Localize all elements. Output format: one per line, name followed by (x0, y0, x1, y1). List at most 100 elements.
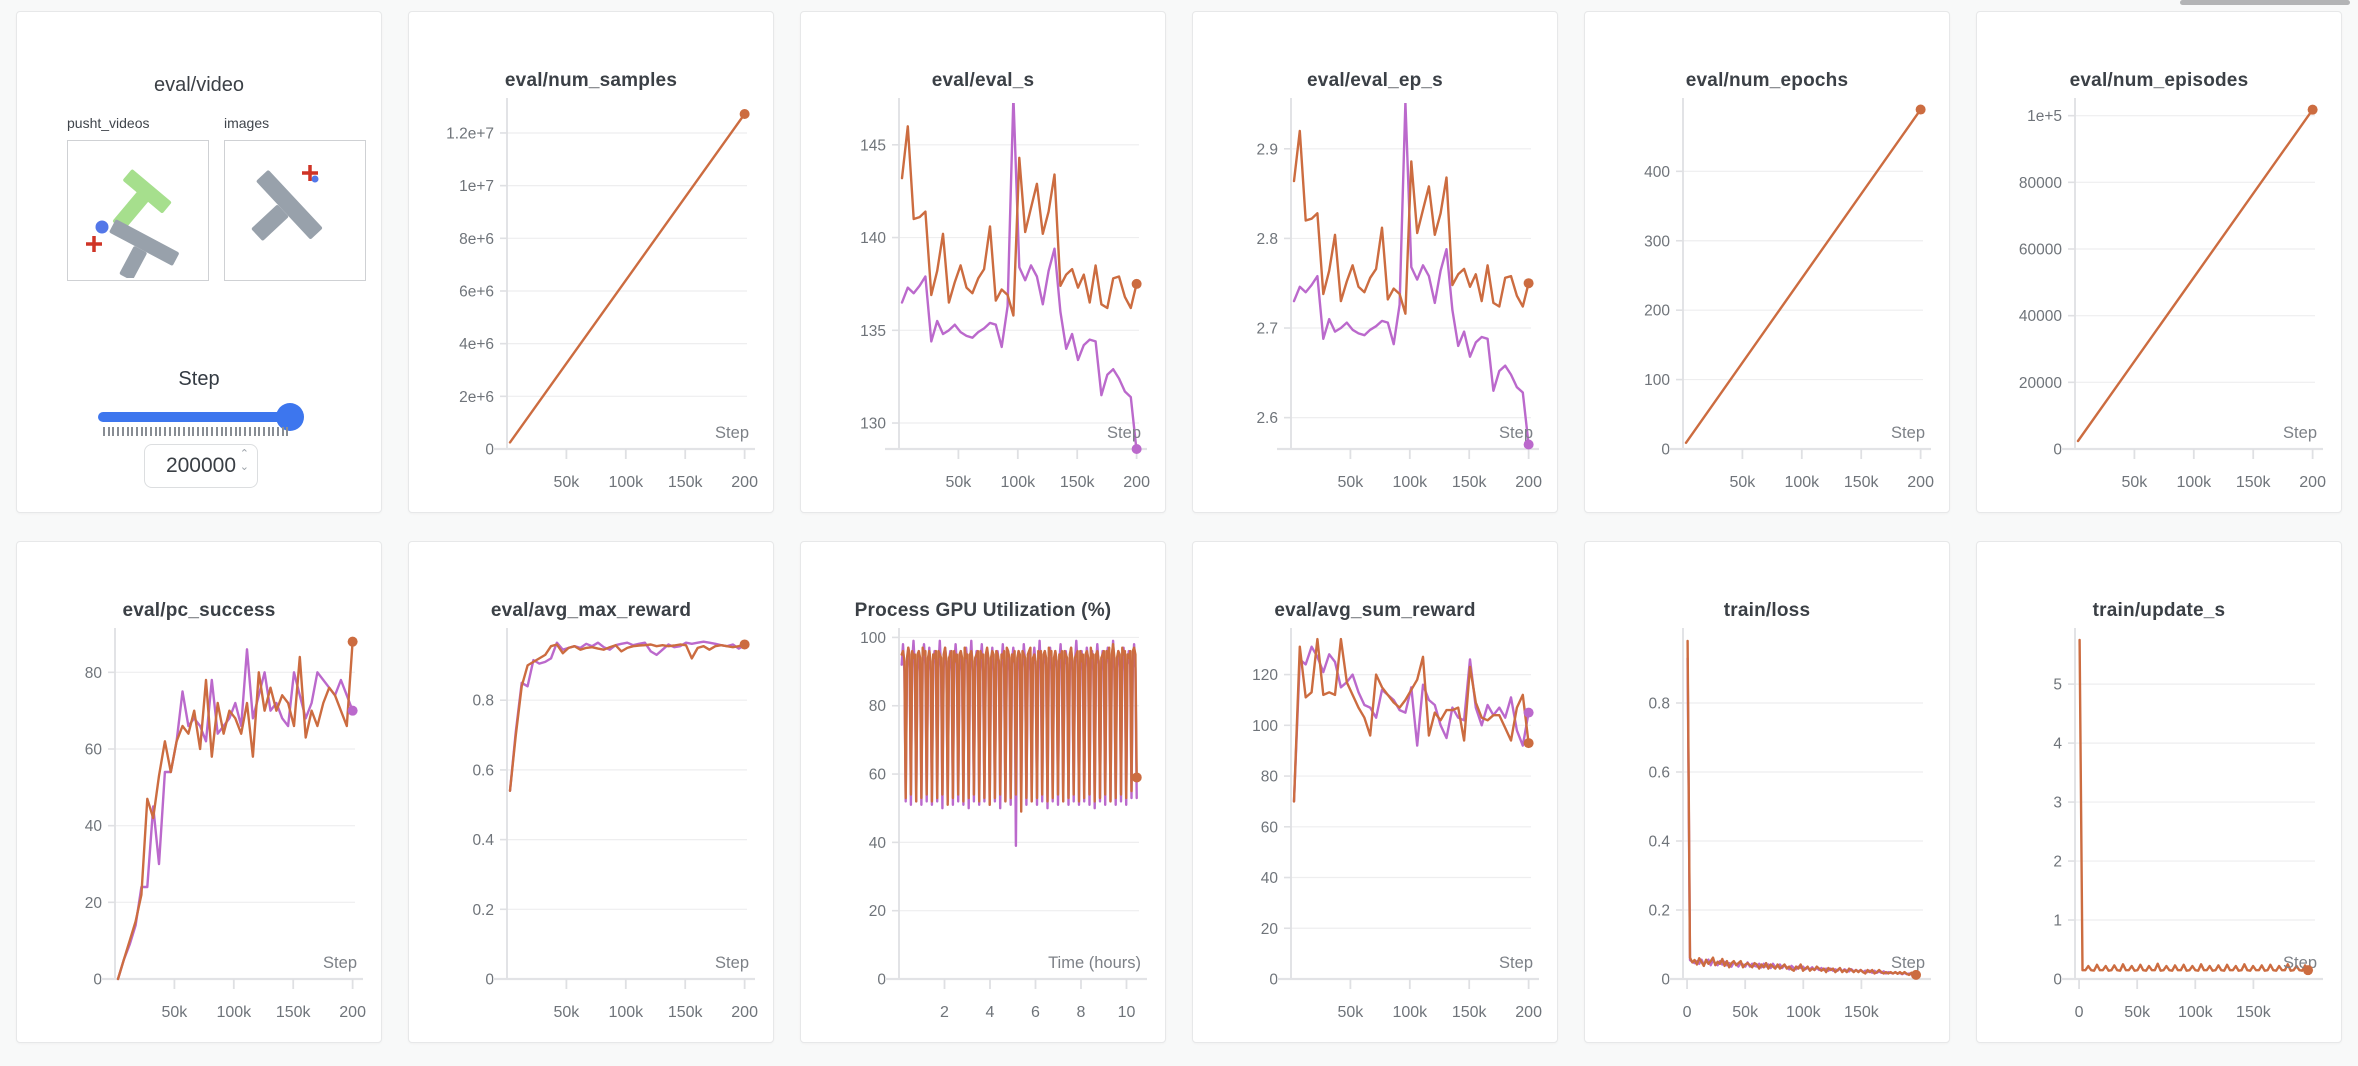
x-tick-label: 100k (608, 474, 644, 491)
x-tick-label: 200 (1515, 474, 1542, 491)
run-orange-line (900, 642, 1138, 813)
panel-eval-num_episodes[interactable]: eval/num_episodes 0 20000 40000 60000 80000 1… (1976, 11, 2342, 513)
line-chart[interactable]: 0 0.2 0.4 0.6 0.8 0 50k 100k 150k Step (1585, 542, 1951, 1044)
panel-eval-num_epochs[interactable]: eval/num_epochs 0 100 200 300 400 50k 100k 150k… (1584, 11, 1950, 513)
y-tick-label: 0.6 (472, 762, 494, 779)
line-chart[interactable]: 0 2e+6 4e+6 6e+6 8e+6 1e+7 1.2e+7 50k 100k 150k 20… (409, 12, 775, 514)
y-tick-label: 140 (860, 230, 886, 247)
y-tick-label: 1.2e+7 (446, 125, 494, 142)
step-up-icon[interactable]: ⌃ (239, 448, 249, 460)
run-purple-line (900, 103, 1138, 451)
y-tick-label: 20 (869, 903, 887, 920)
pusht-video-frame (86, 169, 179, 281)
y-tick-label: 135 (860, 323, 886, 340)
run-purple-end-dot (1523, 439, 1534, 450)
y-tick-label: 0 (1661, 442, 1670, 459)
line-chart[interactable]: 0 20 40 60 80 100 120 50k 100k 150k 200 Step (1193, 542, 1559, 1044)
image-thumbnail[interactable] (224, 140, 366, 281)
step-slider-label: Step (178, 368, 220, 390)
y-tick-label: 0 (93, 972, 102, 989)
x-tick-label: 50k (1730, 474, 1757, 491)
y-tick-label: 130 (860, 416, 886, 433)
x-tick-label: 50k (162, 1004, 189, 1021)
line-chart[interactable]: 2.6 2.7 2.8 2.9 50k 100k 150k 200 Step (1193, 12, 1559, 514)
line-chart[interactable]: 0 100 200 300 400 50k 100k 150k 200 Step (1585, 12, 1951, 514)
y-tick-label: 0 (877, 972, 886, 989)
y-tick-label: 100 (1644, 372, 1670, 389)
line-chart[interactable]: 0 20000 40000 60000 80000 1e+5 50k 100k 150k 200 S… (1977, 12, 2343, 514)
run-orange-line (508, 112, 746, 444)
step-slider-track[interactable] (98, 412, 302, 422)
run-purple-line (1292, 103, 1530, 446)
x-tick-label: 0 (2075, 1004, 2084, 1021)
x-tick-label: 200 (1515, 1004, 1542, 1021)
panel-eval-eval_ep_s[interactable]: eval/eval_ep_s 2.6 2.7 2.8 2.9 50k 100k 150k 20… (1192, 11, 1558, 513)
x-tick-label: 150k (668, 474, 704, 491)
x-axis-label: Step (1107, 424, 1141, 442)
y-tick-label: 2.9 (1256, 141, 1278, 158)
x-tick-label: 100k (1000, 474, 1036, 491)
step-slider-thumb[interactable] (276, 403, 304, 431)
run-purple-end-dot (1523, 707, 1534, 718)
agent-dot (311, 175, 319, 183)
chart-title: eval/num_samples (504, 70, 678, 91)
top-scrollbar[interactable] (2180, 0, 2350, 5)
panel-eval-video[interactable]: eval/video pusht_videos images (16, 11, 382, 513)
run-orange-end-dot (2307, 104, 2318, 115)
green-tee-shape (113, 169, 172, 231)
chart-title: eval/avg_max_reward (490, 600, 692, 621)
x-axis-label: Step (1499, 954, 1533, 972)
step-value: 200000 (165, 454, 237, 477)
run-purple-end-dot (347, 705, 358, 716)
video-caption: pusht_videos (67, 115, 150, 131)
x-tick-label: 100k (1784, 474, 1820, 491)
y-tick-label: 2.6 (1256, 410, 1278, 427)
panel-eval-pc_success[interactable]: eval/pc_success 0 20 40 60 80 50k 100k 150k 200 S… (16, 541, 382, 1043)
step-number-input[interactable]: 200000 ⌃ ⌄ (144, 444, 258, 488)
image-caption: images (224, 115, 270, 131)
x-axis-label: Step (2283, 424, 2317, 442)
x-tick-label: 50k (554, 474, 581, 491)
y-tick-label: 300 (1644, 233, 1670, 250)
panel-eval-avg_sum_reward[interactable]: eval/avg_sum_reward 0 20 40 60 80 100 120 50k 10… (1192, 541, 1558, 1043)
x-tick-label: 4 (986, 1004, 995, 1021)
y-tick-label: 120 (1252, 667, 1278, 684)
line-chart[interactable]: 0 20 40 60 80 100 2 4 6 8 10 Time (hours) (801, 542, 1167, 1044)
run-orange-end-dot (1131, 772, 1142, 783)
chart-title: eval/num_episodes (2069, 70, 2249, 91)
x-tick-label: 50k (2124, 1004, 2151, 1021)
step-down-icon[interactable]: ⌄ (239, 461, 249, 473)
panel-eval-num_samples[interactable]: eval/num_samples 0 2e+6 4e+6 6e+6 8e+6 1e+7 1.… (408, 11, 774, 513)
y-tick-label: 0.4 (472, 832, 494, 849)
panel-eval-eval_s[interactable]: eval/eval_s 130 135 140 145 50k 100k 150k 200 St… (800, 11, 1166, 513)
panel-train-update_s[interactable]: train/update_s 0 1 2 3 4 5 0 50k 100k 150k Step (1976, 541, 2342, 1043)
y-tick-label: 2.7 (1256, 321, 1278, 338)
y-tick-label: 400 (1644, 164, 1670, 181)
x-axis-label: Step (1499, 424, 1533, 442)
run-orange-line (2076, 108, 2314, 443)
video-thumbnail[interactable] (67, 140, 209, 281)
x-tick-label: 150k (1844, 1004, 1880, 1021)
x-tick-label: 50k (946, 474, 973, 491)
panel-train-loss[interactable]: train/loss 0 0.2 0.4 0.6 0.8 0 50k 100k 150k Step (1584, 541, 1950, 1043)
line-chart[interactable]: 130 135 140 145 50k 100k 150k 200 Step (801, 12, 1167, 514)
x-tick-label: 200 (339, 1004, 366, 1021)
line-chart[interactable]: 0 20 40 60 80 50k 100k 150k 200 Step (17, 542, 383, 1044)
run-orange-end-dot (2303, 965, 2314, 976)
x-tick-label: 150k (1844, 474, 1880, 491)
panel-grid: eval/video pusht_videos images (16, 11, 2342, 1043)
y-tick-label: 200 (1644, 303, 1670, 320)
panel-eval-avg_max_reward[interactable]: eval/avg_max_reward 0 0.2 0.4 0.6 0.8 50k 100k… (408, 541, 774, 1043)
panel-gpu-utilization[interactable]: Process GPU Utilization (%) 0 20 40 60 80 100… (800, 541, 1166, 1043)
y-tick-label: 0.2 (472, 902, 494, 919)
y-tick-label: 0 (1661, 972, 1670, 989)
line-chart[interactable]: 0 0.2 0.4 0.6 0.8 50k 100k 150k 200 Step (409, 542, 775, 1044)
run-orange-end-dot (1523, 278, 1534, 289)
x-tick-label: 200 (1907, 474, 1934, 491)
stepper-arrows[interactable]: ⌃ ⌄ (239, 448, 249, 476)
chart-title: eval/pc_success (122, 600, 276, 621)
chart-title: eval/num_epochs (1685, 70, 1849, 91)
y-tick-label: 1e+5 (2027, 108, 2062, 125)
y-tick-label: 2.8 (1256, 231, 1278, 248)
